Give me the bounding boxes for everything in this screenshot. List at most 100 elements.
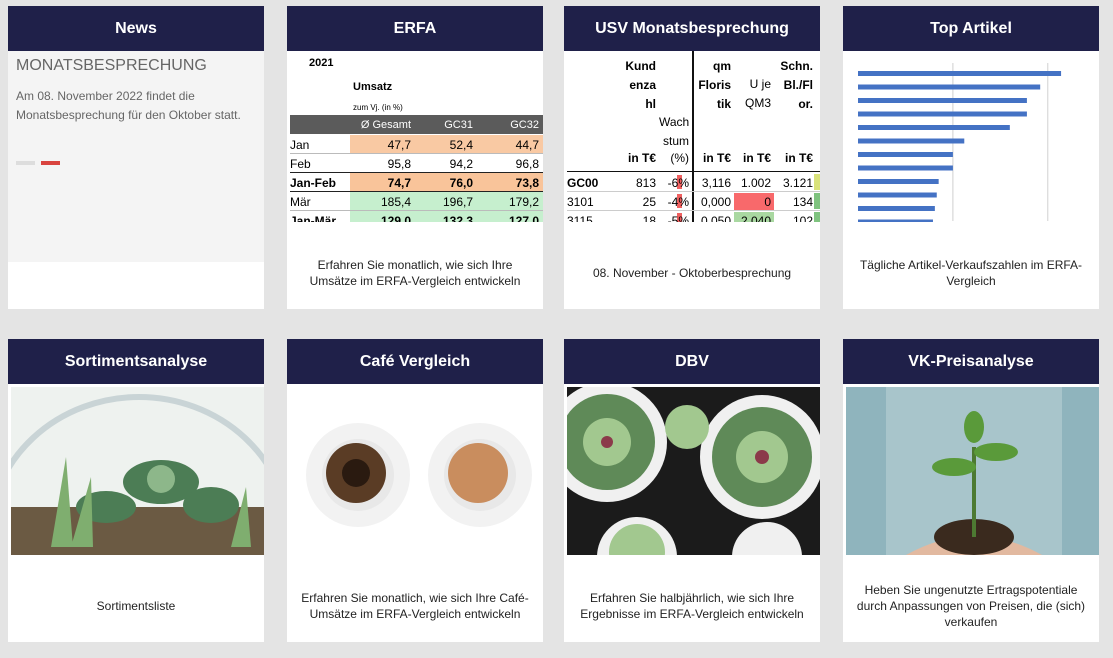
column-unit: in T€ <box>627 151 656 165</box>
row-rule <box>290 153 543 154</box>
header-band <box>290 115 543 134</box>
column-header: stum <box>662 134 689 148</box>
tile-preview <box>11 387 264 555</box>
news-text: Am 08. November 2022 findet die Monatsbe… <box>16 89 241 122</box>
tile-title: Sortimentsanalyse <box>8 339 264 384</box>
tile[interactable]: Sortimentsanalyse Sortimentsliste <box>8 339 264 642</box>
bar <box>858 165 953 171</box>
tile-preview: MONATSBESPRECHUNG Am 08. November 2022 fi… <box>8 51 264 262</box>
table-cell: 94,2 <box>449 157 473 171</box>
edge-bar <box>814 174 820 190</box>
row-band <box>350 154 543 172</box>
column-header: Bl./Fl <box>783 78 813 92</box>
slider-dot[interactable] <box>16 161 35 165</box>
table-cell: 52,4 <box>449 138 473 152</box>
bar <box>858 84 1041 90</box>
column-header: hl <box>645 97 656 111</box>
column-unit: in T€ <box>784 151 813 165</box>
tile-title: VK-Preisanalyse <box>843 339 1099 384</box>
column-header: qm <box>713 59 731 73</box>
tile-description: Erfahren Sie monatlich, wie sich Ihre Ca… <box>301 590 529 621</box>
table-cell: 0 <box>764 195 771 209</box>
column-unit: (%) <box>670 151 689 165</box>
table-cell: 813 <box>635 176 656 190</box>
row-label: Jan <box>290 138 310 152</box>
tile-description: 08. November - Oktoberbesprechung <box>592 265 792 280</box>
tile[interactable]: USV Monatsbesprechung Kund enza hl in T€ Wach… <box>564 6 820 309</box>
row-rule <box>290 191 543 192</box>
divider <box>692 51 694 222</box>
row-label: Feb <box>290 157 311 171</box>
bar <box>858 71 1062 76</box>
tile-description: Tägliche Artikel-Verkaufszahlen im ERFA-… <box>859 257 1083 288</box>
row-label: 3115 <box>567 214 593 222</box>
table-cell: 129,0 <box>380 214 411 222</box>
tile[interactable]: Top Artikel Tägliche Artikel-Verkaufszahl… <box>843 6 1099 309</box>
row-rule <box>567 210 820 211</box>
column-header: GC31 <box>444 119 473 131</box>
table-cell: 179,2 <box>508 195 539 209</box>
row-label: 3101 <box>567 195 594 209</box>
bar <box>858 152 953 157</box>
tile-preview <box>843 51 1099 222</box>
tile-title: Café Vergleich <box>287 339 543 384</box>
column-header: Kund <box>625 59 656 73</box>
trend-marker <box>677 213 682 222</box>
trend-marker <box>677 194 682 208</box>
edge-bar <box>814 193 820 209</box>
table-cell: 74,7 <box>387 176 411 190</box>
column-header: GC32 <box>510 119 539 131</box>
column-header: enza <box>629 78 656 92</box>
trend-marker <box>677 175 682 189</box>
tile[interactable]: Café Vergleich Erfahren Sie monatlich, wi… <box>287 339 543 642</box>
bar <box>858 111 1027 117</box>
column-header: tik <box>716 97 731 111</box>
tile[interactable]: VK-Preisanalyse Heben Sie ungenutzte Ertr… <box>843 339 1099 642</box>
row-rule <box>290 210 543 211</box>
table-cell: 3,116 <box>701 176 731 190</box>
table-cell: 25 <box>642 195 656 209</box>
tile-image <box>567 387 820 555</box>
column-header: Ø Gesamt <box>360 119 411 131</box>
column-unit: in T€ <box>742 151 771 165</box>
tile-title: USV Monatsbesprechung <box>564 6 820 51</box>
row-label: GC00 <box>567 176 599 190</box>
bar <box>858 138 965 144</box>
table-cell: -4% <box>667 195 689 209</box>
table-cell: 102 <box>792 214 813 222</box>
tile-description: Heben Sie ungenutzte Ertragspotentiale d… <box>856 582 1086 629</box>
tile[interactable]: ERFA 2021 Umsatz zum Vj. (in %) Ø Gesamt GC31… <box>287 6 543 309</box>
tile[interactable]: DBV Erfahren Sie halbjährlich, wie sich I… <box>564 339 820 642</box>
bar <box>858 192 937 198</box>
column-unit: in T€ <box>702 151 731 165</box>
table-cell: -5% <box>667 214 689 222</box>
table-cell: 96,8 <box>515 157 539 171</box>
column-header: Floris <box>698 78 731 92</box>
row-rule <box>567 191 820 192</box>
bar <box>858 219 933 222</box>
unit-rule <box>567 171 820 172</box>
tile-preview: 2021 Umsatz zum Vj. (in %) Ø Gesamt GC31 GC32… <box>287 51 543 222</box>
table-cell: 127,0 <box>508 214 539 222</box>
tile[interactable]: News MONATSBESPRECHUNG Am 08. November 202… <box>8 6 264 309</box>
edge-bar <box>814 212 820 222</box>
tile-description: Sortimentsliste <box>96 598 176 613</box>
tile-title: Top Artikel <box>843 6 1099 51</box>
column-header: Wach <box>659 115 690 129</box>
table-cell: 73,8 <box>515 176 539 190</box>
table-cell: 3.121 <box>782 176 813 190</box>
row-band <box>350 211 543 222</box>
table-cell: 44,7 <box>515 138 539 152</box>
slider-dot[interactable] <box>41 161 60 165</box>
table-cell: 132,3 <box>442 214 473 222</box>
table-year: 2021 <box>309 57 334 69</box>
column-header: or. <box>798 97 813 111</box>
tile-preview <box>846 387 1099 555</box>
bar <box>858 125 1010 130</box>
table-cell: 134 <box>792 195 813 209</box>
tile-preview <box>290 387 543 555</box>
table-cell: 18 <box>642 214 656 222</box>
table-heading: Umsatz <box>353 81 393 93</box>
tile-description: Erfahren Sie monatlich, wie sich Ihre Um… <box>309 257 521 288</box>
row-label: Mär <box>290 195 311 209</box>
